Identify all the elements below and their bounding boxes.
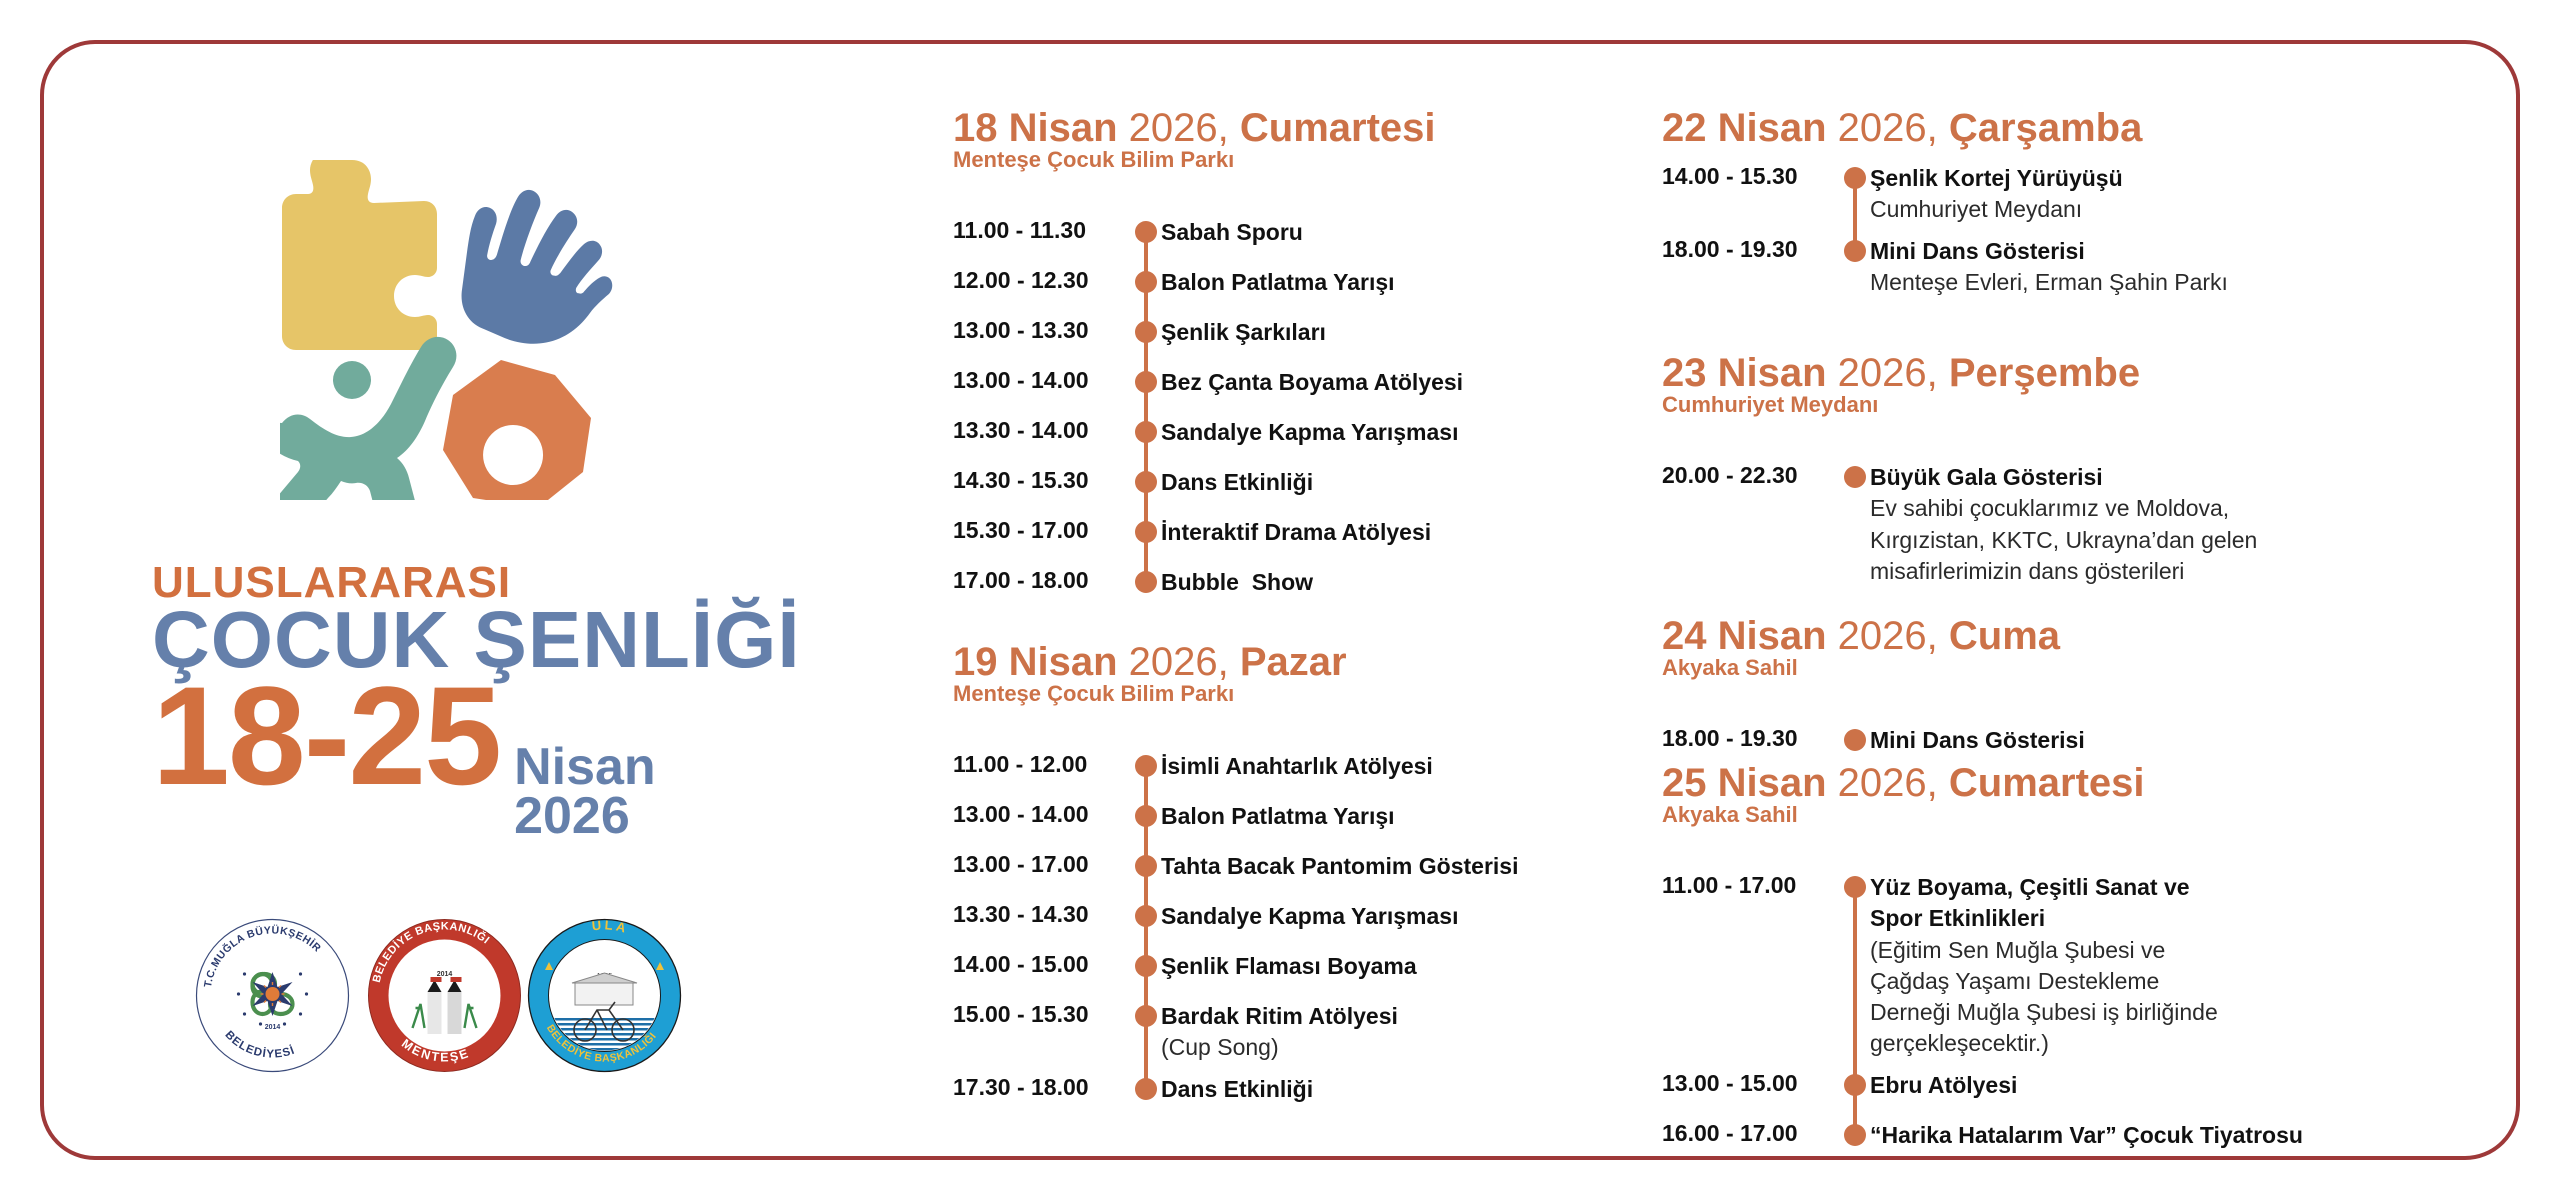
svg-text:2014: 2014 xyxy=(265,1024,281,1031)
svg-text:2014: 2014 xyxy=(437,971,453,978)
